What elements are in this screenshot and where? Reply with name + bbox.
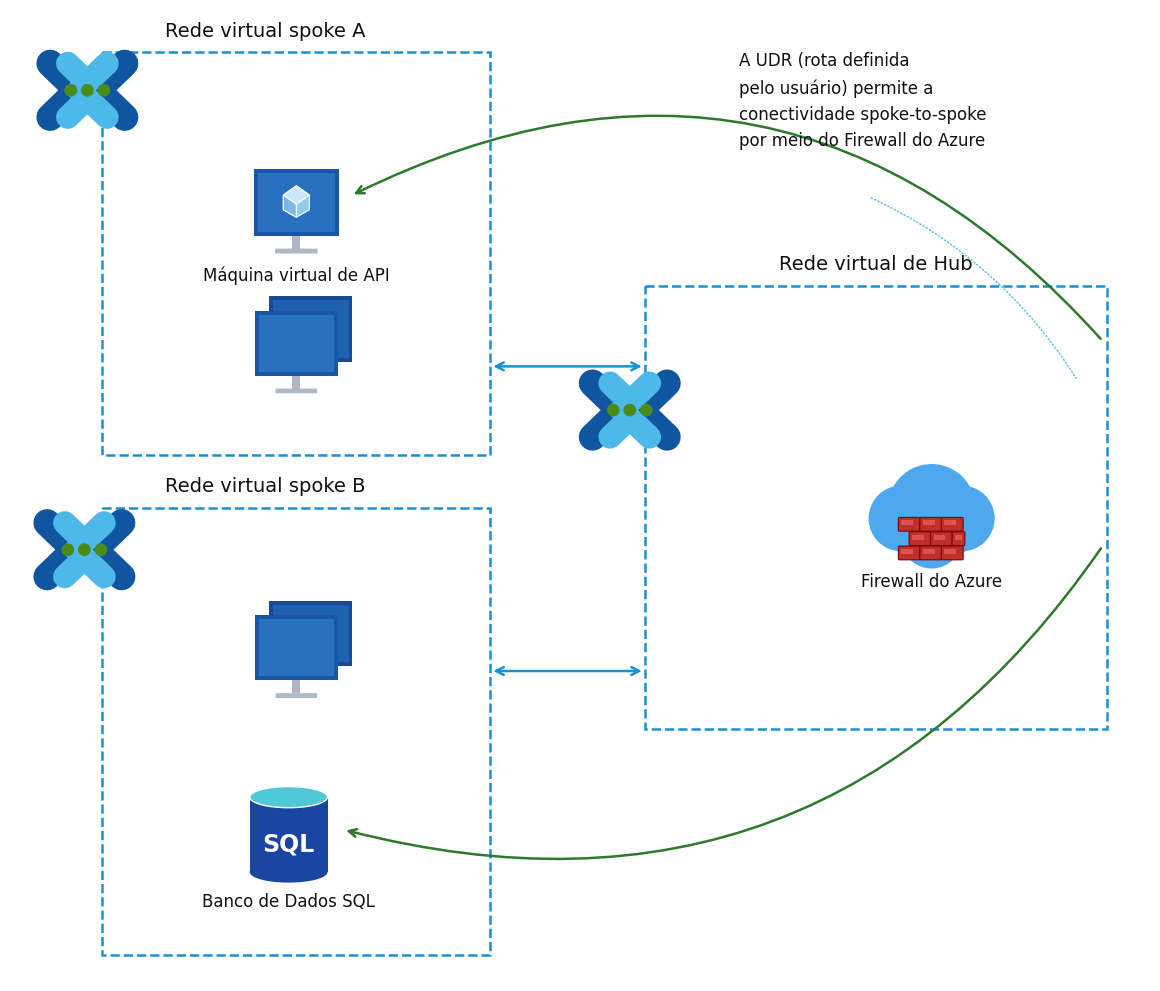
Bar xyxy=(645,286,1108,728)
Circle shape xyxy=(901,507,962,568)
FancyBboxPatch shape xyxy=(930,532,952,545)
FancyBboxPatch shape xyxy=(920,546,942,560)
Polygon shape xyxy=(284,641,296,662)
FancyBboxPatch shape xyxy=(923,520,935,525)
Polygon shape xyxy=(298,313,322,343)
Polygon shape xyxy=(283,185,310,204)
Text: Máquina virtual de API: Máquina virtual de API xyxy=(203,267,390,284)
Ellipse shape xyxy=(249,861,327,883)
FancyBboxPatch shape xyxy=(901,549,913,554)
Circle shape xyxy=(65,84,77,96)
Bar xyxy=(292,376,300,388)
FancyBboxPatch shape xyxy=(269,601,353,666)
Circle shape xyxy=(95,544,107,555)
FancyBboxPatch shape xyxy=(275,249,318,254)
Polygon shape xyxy=(284,328,309,357)
Circle shape xyxy=(889,465,974,551)
FancyBboxPatch shape xyxy=(944,549,956,554)
Polygon shape xyxy=(298,322,311,343)
Polygon shape xyxy=(298,618,322,635)
Bar xyxy=(102,53,491,455)
FancyBboxPatch shape xyxy=(258,172,335,232)
FancyBboxPatch shape xyxy=(254,615,339,681)
FancyBboxPatch shape xyxy=(901,520,913,525)
Polygon shape xyxy=(298,618,322,647)
Polygon shape xyxy=(284,632,309,662)
Text: Rede virtual spoke B: Rede virtual spoke B xyxy=(165,477,365,496)
Circle shape xyxy=(81,84,93,96)
FancyBboxPatch shape xyxy=(934,535,945,540)
Ellipse shape xyxy=(249,787,327,808)
Polygon shape xyxy=(284,632,309,650)
Text: Banco de Dados SQL: Banco de Dados SQL xyxy=(202,893,375,911)
FancyBboxPatch shape xyxy=(276,693,317,698)
Circle shape xyxy=(624,404,636,416)
Circle shape xyxy=(608,404,619,416)
Polygon shape xyxy=(283,195,296,217)
Circle shape xyxy=(99,84,110,96)
Bar xyxy=(292,236,300,249)
Bar xyxy=(102,508,491,955)
Polygon shape xyxy=(298,627,311,647)
Circle shape xyxy=(63,544,73,555)
Circle shape xyxy=(929,487,994,551)
FancyBboxPatch shape xyxy=(920,517,942,531)
FancyBboxPatch shape xyxy=(942,517,963,531)
FancyBboxPatch shape xyxy=(276,388,317,393)
FancyBboxPatch shape xyxy=(909,532,930,545)
Text: Rede virtual spoke A: Rede virtual spoke A xyxy=(165,22,365,41)
Polygon shape xyxy=(284,328,309,345)
FancyBboxPatch shape xyxy=(955,535,962,540)
FancyBboxPatch shape xyxy=(273,605,348,662)
Bar xyxy=(249,797,327,872)
FancyBboxPatch shape xyxy=(923,549,935,554)
Polygon shape xyxy=(284,337,296,357)
Polygon shape xyxy=(283,185,310,217)
Polygon shape xyxy=(298,313,322,331)
Text: Rede virtual de Hub: Rede virtual de Hub xyxy=(780,256,973,275)
FancyBboxPatch shape xyxy=(273,300,348,358)
FancyBboxPatch shape xyxy=(269,296,353,362)
Circle shape xyxy=(922,505,973,557)
Bar xyxy=(889,507,974,527)
Text: Firewall do Azure: Firewall do Azure xyxy=(861,573,1002,591)
Circle shape xyxy=(640,404,652,416)
Text: A UDR (rota definida
pelo usuário) permite a
conectividade spoke-to-spoke
por me: A UDR (rota definida pelo usuário) permi… xyxy=(739,53,987,151)
Circle shape xyxy=(79,544,90,555)
FancyBboxPatch shape xyxy=(942,546,963,560)
FancyBboxPatch shape xyxy=(259,314,334,372)
FancyBboxPatch shape xyxy=(898,517,920,531)
Bar xyxy=(292,681,300,693)
FancyBboxPatch shape xyxy=(952,532,965,545)
Circle shape xyxy=(869,487,934,551)
Text: SQL: SQL xyxy=(262,832,314,856)
FancyBboxPatch shape xyxy=(254,310,339,376)
FancyBboxPatch shape xyxy=(254,168,339,236)
FancyBboxPatch shape xyxy=(259,619,334,677)
FancyBboxPatch shape xyxy=(898,546,920,560)
Circle shape xyxy=(890,505,941,557)
FancyBboxPatch shape xyxy=(912,535,925,540)
FancyBboxPatch shape xyxy=(944,520,956,525)
